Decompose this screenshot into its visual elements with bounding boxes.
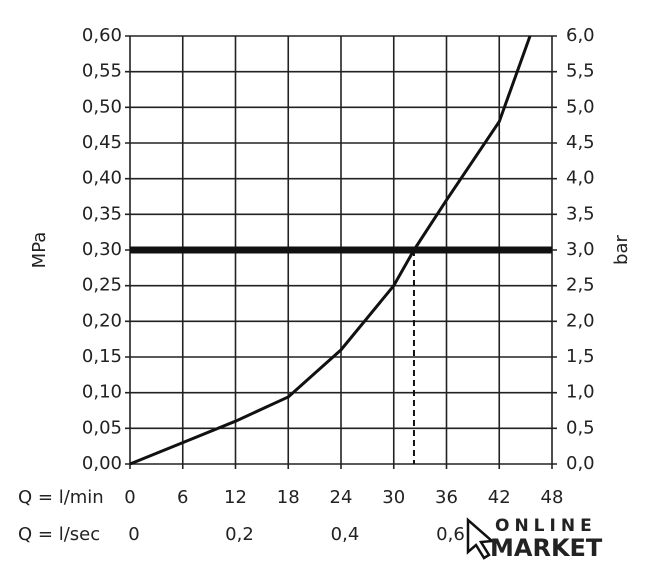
x-tick-label: 0 — [124, 487, 135, 508]
y2-tick-label: 6,0 — [566, 25, 595, 46]
x2-tick-label: 0,2 — [225, 524, 254, 545]
x-tick-label: 42 — [488, 487, 511, 508]
y-tick-label: 0,45 — [82, 132, 122, 153]
x2-tick-label: 0 — [128, 524, 139, 545]
logo-cursor — [466, 517, 496, 560]
y-tick-label: 0,20 — [82, 310, 122, 331]
x-row-label: Q = l/min — [18, 487, 104, 508]
y2-tick-label: 5,0 — [566, 96, 595, 117]
x2-row-label: Q = l/sec — [18, 524, 100, 545]
y2-tick-label: 3,0 — [566, 239, 595, 260]
y-tick-label: 0,50 — [82, 96, 122, 117]
x-tick-label: 48 — [541, 487, 564, 508]
y-tick-label: 0,00 — [82, 453, 122, 474]
x-tick-label: 36 — [435, 487, 458, 508]
watermark-text: ONLINE — [495, 516, 597, 536]
y-tick-label: 0,05 — [82, 417, 122, 438]
y2-tick-label: 4,0 — [566, 168, 595, 189]
y2-axis-title: bar — [611, 234, 632, 264]
y2-tick-label: 3,5 — [566, 203, 595, 224]
x2-tick-label: 0,4 — [331, 524, 360, 545]
watermark-text: MARKET — [490, 534, 603, 562]
x2-tick-label: 0,6 — [436, 524, 465, 545]
y-tick-label: 0,60 — [82, 25, 122, 46]
x-tick-label: 30 — [382, 487, 405, 508]
y2-tick-label: 0,5 — [566, 417, 595, 438]
watermark: ONLINE MARKET — [466, 516, 603, 562]
y2-tick-label: 2,5 — [566, 275, 595, 296]
y2-tick-label: 1,0 — [566, 382, 595, 403]
x-tick-label: 12 — [224, 487, 247, 508]
y2-tick-label: 1,5 — [566, 346, 595, 367]
y2-tick-label: 4,5 — [566, 132, 595, 153]
x-tick-label: 18 — [277, 487, 300, 508]
y-tick-label: 0,30 — [82, 239, 122, 260]
y-tick-label: 0,15 — [82, 346, 122, 367]
y2-tick-label: 0,0 — [566, 453, 595, 474]
y-tick-label: 0,35 — [82, 203, 122, 224]
y-tick-label: 0,40 — [82, 168, 122, 189]
y2-tick-label: 2,0 — [566, 310, 595, 331]
y-tick-label: 0,10 — [82, 382, 122, 403]
x-tick-label: 24 — [330, 487, 353, 508]
y-tick-label: 0,25 — [82, 275, 122, 296]
curve — [129, 35, 532, 466]
y-axis-title: MPa — [29, 232, 50, 269]
y-tick-label: 0,55 — [82, 61, 122, 82]
x-tick-label: 6 — [177, 487, 188, 508]
y2-tick-label: 5,5 — [566, 61, 595, 82]
